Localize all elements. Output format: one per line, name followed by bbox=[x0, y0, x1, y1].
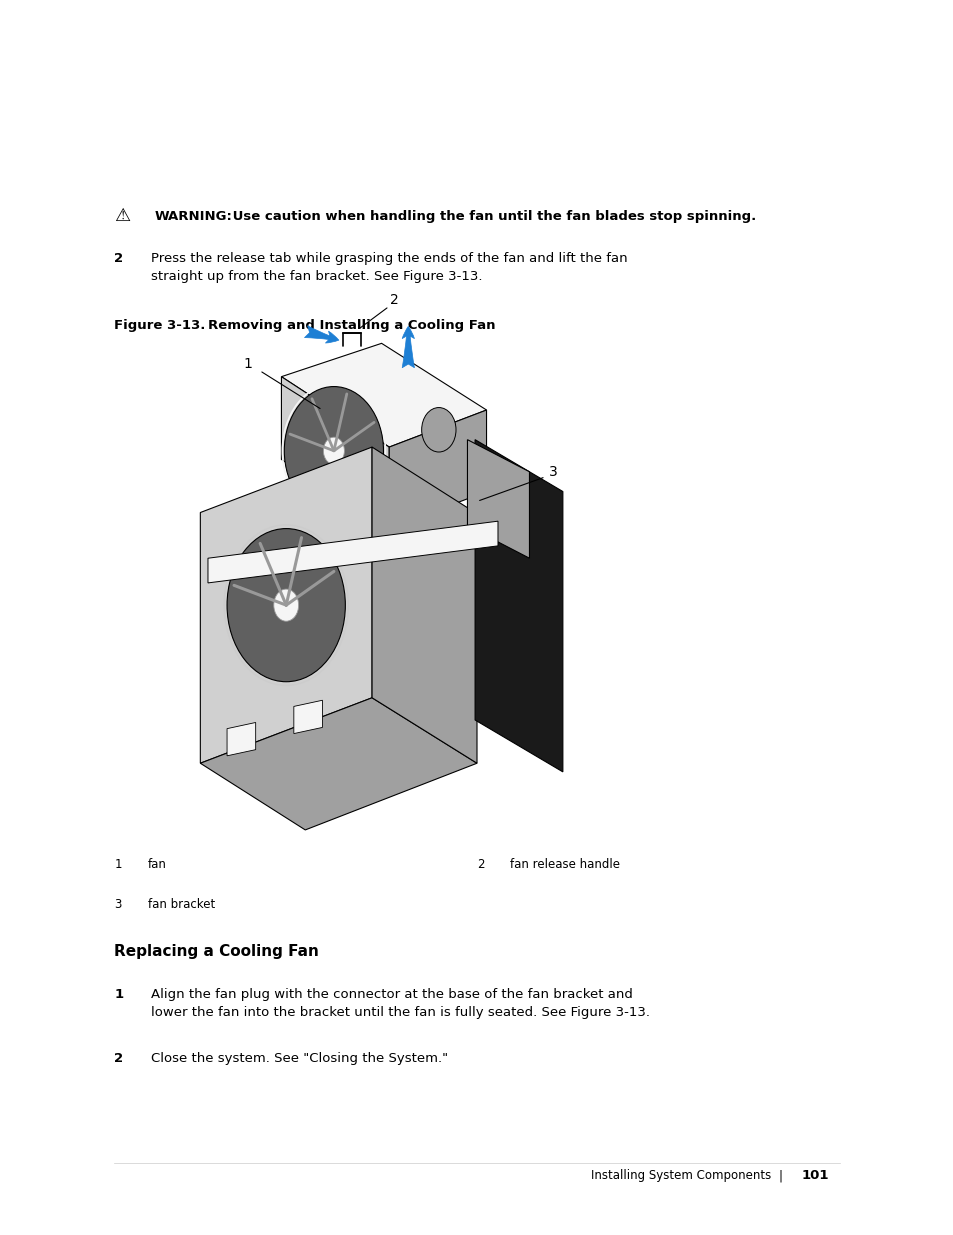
Text: 2: 2 bbox=[476, 858, 484, 872]
Text: Figure 3-13.: Figure 3-13. bbox=[114, 319, 206, 332]
Text: 3: 3 bbox=[114, 898, 122, 911]
Text: 1: 1 bbox=[114, 858, 122, 872]
Polygon shape bbox=[200, 447, 372, 763]
Text: 3: 3 bbox=[548, 464, 558, 479]
Text: 1: 1 bbox=[243, 357, 253, 372]
Text: WARNING:: WARNING: bbox=[154, 210, 233, 222]
Circle shape bbox=[274, 589, 298, 621]
Circle shape bbox=[323, 437, 344, 464]
Text: fan: fan bbox=[148, 858, 167, 872]
Polygon shape bbox=[281, 343, 486, 447]
Text: 2: 2 bbox=[114, 252, 124, 266]
Text: 101: 101 bbox=[801, 1170, 828, 1182]
Text: Installing System Components: Installing System Components bbox=[591, 1170, 771, 1182]
Polygon shape bbox=[389, 410, 486, 529]
Polygon shape bbox=[475, 440, 562, 772]
Text: 1: 1 bbox=[114, 988, 124, 1002]
Polygon shape bbox=[200, 698, 477, 830]
Text: ⚠: ⚠ bbox=[114, 207, 131, 225]
Text: Press the release tab while grasping the ends of the fan and lift the fan
straig: Press the release tab while grasping the… bbox=[151, 252, 627, 283]
Polygon shape bbox=[281, 377, 389, 529]
Polygon shape bbox=[208, 521, 497, 583]
Text: 2: 2 bbox=[114, 1052, 124, 1066]
Text: Use caution when handling the fan until the fan blades stop spinning.: Use caution when handling the fan until … bbox=[228, 210, 756, 222]
Circle shape bbox=[284, 387, 383, 515]
Text: 2: 2 bbox=[389, 293, 398, 308]
Text: fan bracket: fan bracket bbox=[148, 898, 214, 911]
Circle shape bbox=[421, 408, 456, 452]
Text: Replacing a Cooling Fan: Replacing a Cooling Fan bbox=[114, 944, 319, 958]
Text: fan release handle: fan release handle bbox=[510, 858, 619, 872]
Text: Removing and Installing a Cooling Fan: Removing and Installing a Cooling Fan bbox=[208, 319, 495, 332]
Circle shape bbox=[227, 529, 345, 682]
Polygon shape bbox=[372, 447, 476, 763]
Text: Align the fan plug with the connector at the base of the fan bracket and
lower t: Align the fan plug with the connector at… bbox=[151, 988, 649, 1019]
Text: |: | bbox=[778, 1170, 781, 1182]
Polygon shape bbox=[294, 700, 322, 734]
Text: Close the system. See "Closing the System.": Close the system. See "Closing the Syste… bbox=[151, 1052, 447, 1066]
Polygon shape bbox=[467, 440, 529, 558]
Polygon shape bbox=[227, 722, 255, 756]
